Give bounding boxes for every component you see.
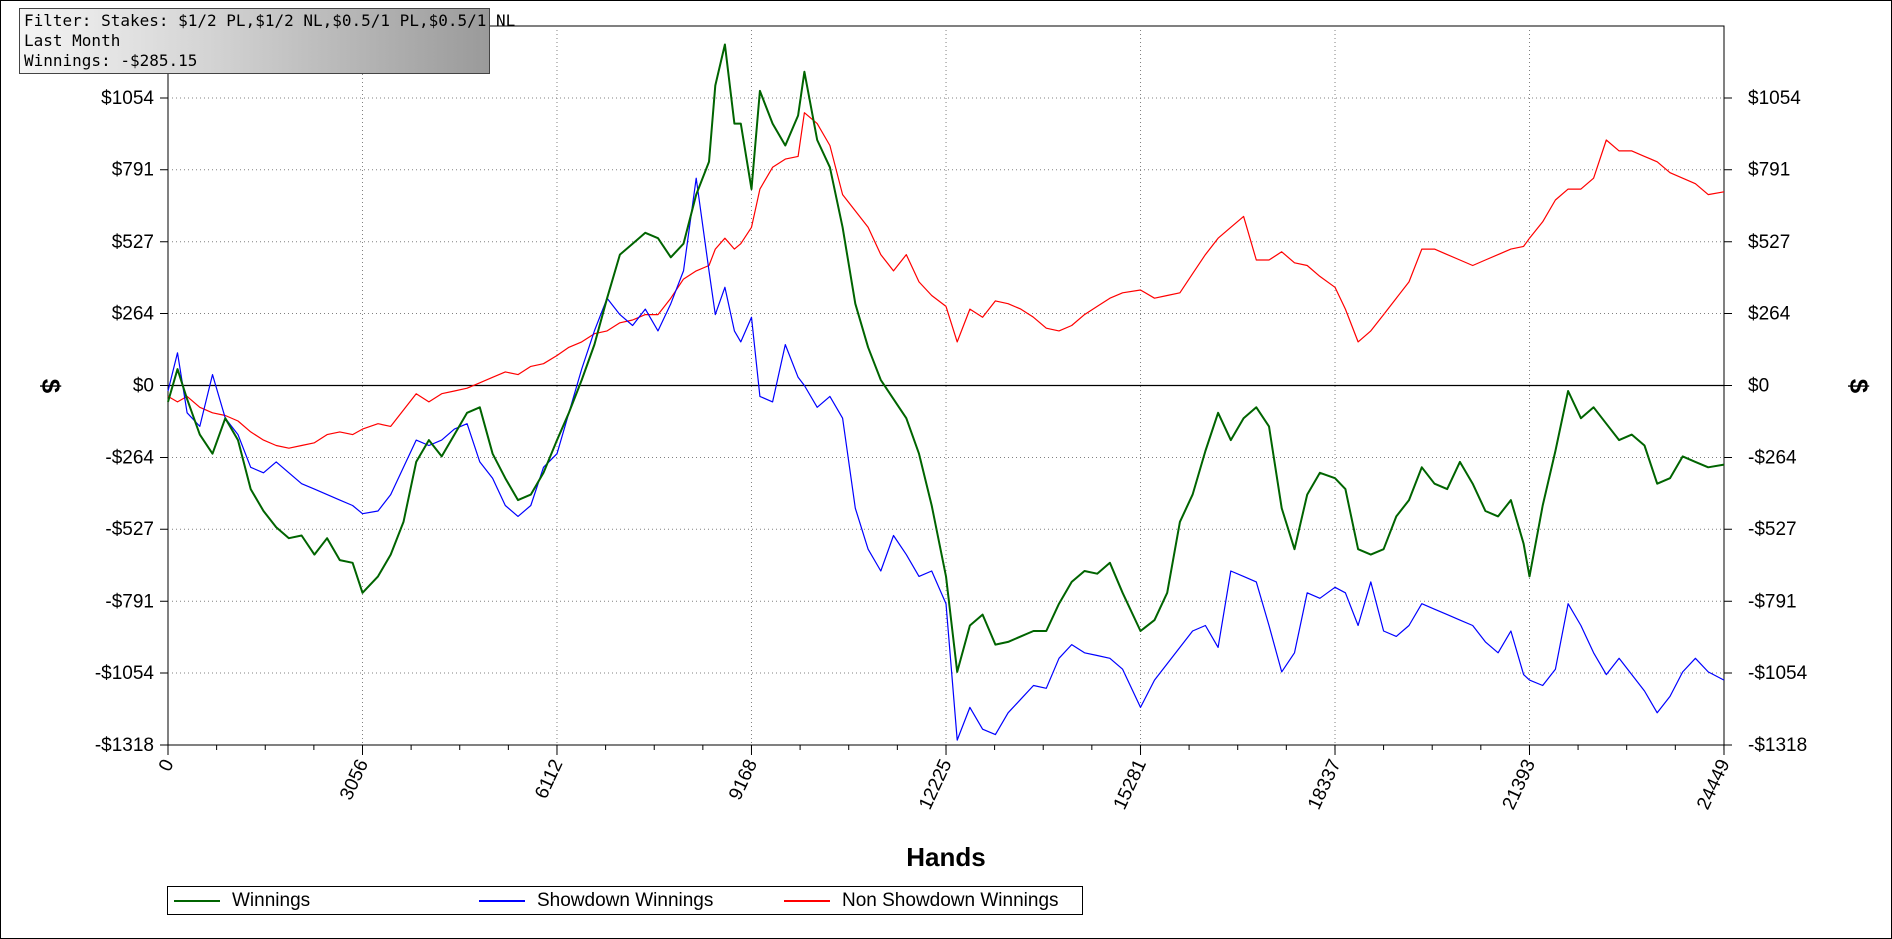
y-tick-label-left: $0 bbox=[133, 376, 154, 397]
legend-label-non-showdown: Non Showdown Winnings bbox=[842, 889, 1059, 911]
y-tick-label-right: -$527 bbox=[1748, 519, 1797, 540]
grid bbox=[168, 26, 1724, 745]
y-tick-label-right: -$264 bbox=[1748, 448, 1797, 469]
legend-swatch-showdown bbox=[479, 899, 525, 902]
y-tick-label-right: -$1054 bbox=[1748, 663, 1808, 684]
y-tick-label-right: -$1318 bbox=[1748, 735, 1807, 756]
legend-swatch-winnings bbox=[174, 899, 220, 902]
y-tick-label-left: -$264 bbox=[105, 448, 154, 469]
x-tick-label: 18337 bbox=[1304, 756, 1345, 813]
filter-period-text: Last Month bbox=[24, 31, 121, 50]
y-axis-title-left: $ bbox=[36, 379, 66, 394]
y-tick-label-left: -$527 bbox=[105, 519, 154, 540]
x-tick-label: 3056 bbox=[336, 756, 373, 803]
y-tick-label-right: -$791 bbox=[1748, 591, 1797, 612]
y-tick-label-left: -$791 bbox=[105, 591, 154, 612]
x-axis-title: Hands bbox=[906, 842, 985, 872]
x-tick-label: 0 bbox=[155, 756, 179, 774]
y-tick-label-left: -$1318 bbox=[95, 735, 154, 756]
y-tick-label-right: $1054 bbox=[1748, 88, 1801, 109]
y-tick-label-left: $527 bbox=[112, 232, 154, 253]
legend-label-showdown: Showdown Winnings bbox=[537, 889, 714, 911]
y-tick-label-right: $527 bbox=[1748, 232, 1790, 253]
filter-stakes-text: Filter: Stakes: $1/2 PL,$1/2 NL,$0.5/1 P… bbox=[24, 11, 516, 30]
legend-item-non-showdown: Non Showdown Winnings bbox=[784, 887, 1059, 914]
ticks bbox=[160, 97, 1732, 755]
y-axis-title-right: $ bbox=[1844, 379, 1874, 394]
chart-legend: Winnings Showdown Winnings Non Showdown … bbox=[167, 886, 1083, 915]
x-tick-label: 9168 bbox=[725, 756, 762, 803]
y-tick-label-left: $264 bbox=[112, 303, 155, 324]
y-tick-label-left: -$1054 bbox=[95, 663, 155, 684]
x-tick-label: 21393 bbox=[1499, 756, 1540, 813]
series-group bbox=[167, 43, 1725, 741]
legend-item-winnings: Winnings bbox=[174, 887, 310, 914]
legend-swatch-non-showdown bbox=[784, 899, 830, 902]
y-tick-label-right: $791 bbox=[1748, 160, 1790, 181]
y-tick-label-left: $791 bbox=[112, 160, 154, 181]
series-winnings-line bbox=[167, 43, 1725, 673]
x-tick-label: 12225 bbox=[915, 756, 956, 813]
legend-item-showdown: Showdown Winnings bbox=[479, 887, 713, 914]
series-non-showdown-line bbox=[167, 112, 1725, 449]
filter-winnings-text: Winnings: -$285.15 bbox=[24, 51, 198, 70]
y-tick-label-right: $0 bbox=[1748, 376, 1769, 397]
y-tick-label-right: $264 bbox=[1748, 303, 1791, 324]
x-tick-label: 24449 bbox=[1693, 756, 1734, 813]
legend-label-winnings: Winnings bbox=[232, 889, 311, 911]
x-tick-label: 6112 bbox=[531, 756, 567, 802]
x-tick-label: 15281 bbox=[1110, 756, 1151, 813]
y-tick-label-left: $1054 bbox=[101, 88, 154, 109]
filter-info-box: Filter: Stakes: $1/2 PL,$1/2 NL,$0.5/1 P… bbox=[19, 8, 516, 74]
